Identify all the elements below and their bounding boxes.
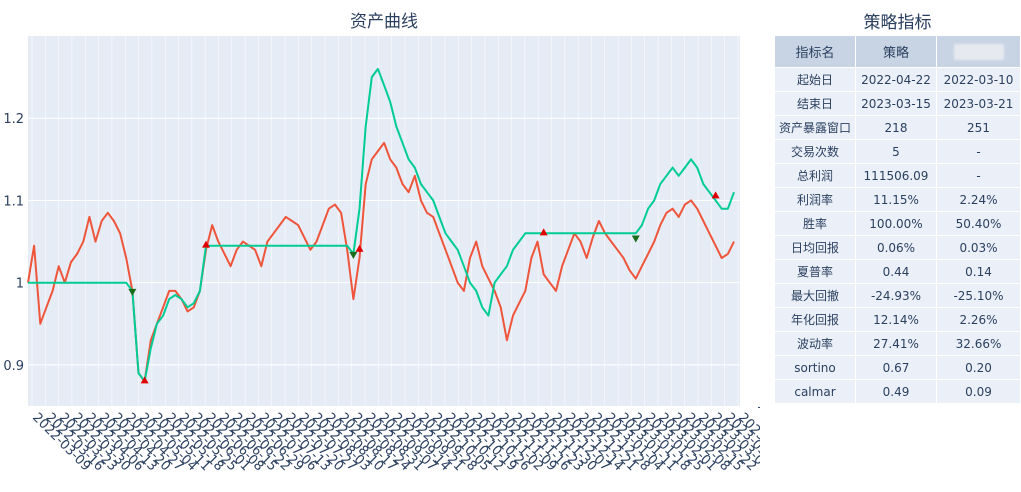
table-row: 年化回报 12.14% 2.26% bbox=[775, 308, 1021, 332]
benchmark-value: 2023-03-21 bbox=[937, 92, 1021, 116]
benchmark-value: 2.26% bbox=[937, 308, 1021, 332]
header-metric-name: 指标名 bbox=[775, 36, 856, 68]
table-row: 日均回报 0.06% 0.03% bbox=[775, 236, 1021, 260]
strategy-value: 2023-03-15 bbox=[856, 92, 937, 116]
buy-marker bbox=[539, 228, 548, 236]
y-left-tick-label: 1.1 bbox=[3, 194, 24, 209]
buy-marker bbox=[202, 240, 211, 248]
gridlines bbox=[28, 117, 740, 366]
strategy-value: 100.00% bbox=[856, 212, 937, 236]
benchmark-value: 0.20 bbox=[937, 356, 1021, 380]
strategy-value: 11.15% bbox=[856, 188, 937, 212]
benchmark-value: 50.40% bbox=[937, 212, 1021, 236]
buy-marker bbox=[355, 244, 364, 252]
metric-name: 波动率 bbox=[775, 332, 856, 356]
metric-name: 结束日 bbox=[775, 92, 856, 116]
header-strategy: 策略 bbox=[856, 36, 937, 68]
benchmark-value: - bbox=[937, 140, 1021, 164]
strategy-value: 2022-04-22 bbox=[856, 68, 937, 92]
y-left-tick-label: 1.2 bbox=[3, 112, 24, 127]
table-row: 波动率 27.41% 32.66% bbox=[775, 332, 1021, 356]
sell-marker bbox=[128, 288, 137, 296]
strategy-value: 111506.09 bbox=[856, 164, 937, 188]
strategy-value: 0.49 bbox=[856, 380, 937, 404]
metric-name: sortino bbox=[775, 356, 856, 380]
x-axis: 2022-03-092022-03-162022-03-232022-03-30… bbox=[29, 410, 760, 474]
table-row: 结束日 2023-03-15 2023-03-21 bbox=[775, 92, 1021, 116]
benchmark-value: -25.10% bbox=[937, 284, 1021, 308]
strategy-value: 5 bbox=[856, 140, 937, 164]
strategy-value: 218 bbox=[856, 116, 937, 140]
buy-marker bbox=[711, 191, 720, 199]
y-left-tick-label: 0.9 bbox=[3, 359, 24, 374]
redacted-label bbox=[953, 43, 1004, 60]
benchmark-value: 0.03% bbox=[937, 236, 1021, 260]
strategy-line bbox=[28, 67, 735, 383]
metric-name: 起始日 bbox=[775, 68, 856, 92]
benchmark-value: 0.09 bbox=[937, 380, 1021, 404]
metric-name: 最大回撤 bbox=[775, 284, 856, 308]
plot-area bbox=[28, 36, 740, 406]
metric-name: calmar bbox=[775, 380, 856, 404]
equity-chart: 资产曲线 0.9 1 1.1 1.2 -101234 2022-03-092022-0… bbox=[3, 12, 760, 474]
table-header-row: 指标名 策略 bbox=[775, 36, 1021, 68]
metric-name: 日均回报 bbox=[775, 236, 856, 260]
metric-name: 交易次数 bbox=[775, 140, 856, 164]
header-benchmark bbox=[937, 36, 1021, 68]
metric-name: 总利润 bbox=[775, 164, 856, 188]
table-row: 交易次数 5- bbox=[775, 140, 1021, 164]
sell-marker bbox=[631, 235, 640, 243]
metric-name: 年化回报 bbox=[775, 308, 856, 332]
y-axis-right: -101234 bbox=[758, 30, 760, 415]
table-row: sortino 0.67 0.20 bbox=[775, 356, 1021, 380]
benchmark-value: 2022-03-10 bbox=[937, 68, 1021, 92]
metric-name: 胜率 bbox=[775, 212, 856, 236]
table-row: 资产暴露窗口 218 251 bbox=[775, 116, 1021, 140]
y-left-tick-label: 1 bbox=[16, 277, 24, 292]
benchmark-value: 0.14 bbox=[937, 260, 1021, 284]
table-row: 最大回撤 -24.93% -25.10% bbox=[775, 284, 1021, 308]
y-right-tick-label: -1 bbox=[758, 400, 760, 415]
metric-name: 资产暴露窗口 bbox=[775, 116, 856, 140]
strategy-value: 0.44 bbox=[856, 260, 937, 284]
table-row: 总利润 111506.09- bbox=[775, 164, 1021, 188]
metric-name: 利润率 bbox=[775, 188, 856, 212]
strategy-value: 0.67 bbox=[856, 356, 937, 380]
table-row: 胜率 100.00% 50.40% bbox=[775, 212, 1021, 236]
table-row: 夏普率 0.44 0.14 bbox=[775, 260, 1021, 284]
benchmark-value: 251 bbox=[937, 116, 1021, 140]
benchmark-value: 2.24% bbox=[937, 188, 1021, 212]
benchmark-value: 32.66% bbox=[937, 332, 1021, 356]
trade-markers bbox=[128, 191, 720, 384]
table-row: 利润率 11.15% 2.24% bbox=[775, 188, 1021, 212]
y-axis-left: 0.9 1 1.1 1.2 bbox=[3, 112, 24, 374]
strategy-value: -24.93% bbox=[856, 284, 937, 308]
strategy-value: 0.06% bbox=[856, 236, 937, 260]
metric-name: 夏普率 bbox=[775, 260, 856, 284]
buy-marker bbox=[140, 376, 149, 384]
table-row: 起始日 2022-04-22 2022-03-10 bbox=[775, 68, 1021, 92]
table-title: 策略指标 bbox=[863, 13, 932, 33]
sell-marker bbox=[349, 251, 358, 259]
table-row: calmar 0.49 0.09 bbox=[775, 380, 1021, 404]
chart-title: 资产曲线 bbox=[350, 12, 418, 32]
metrics-table: 指标名 策略 起始日 2022-04-22 2022-03-10 结束日 2023-03… bbox=[775, 36, 1021, 404]
series-lines bbox=[27, 67, 735, 383]
strategy-value: 12.14% bbox=[856, 308, 937, 332]
strategy-value: 27.41% bbox=[856, 332, 937, 356]
benchmark-value: - bbox=[937, 164, 1021, 188]
